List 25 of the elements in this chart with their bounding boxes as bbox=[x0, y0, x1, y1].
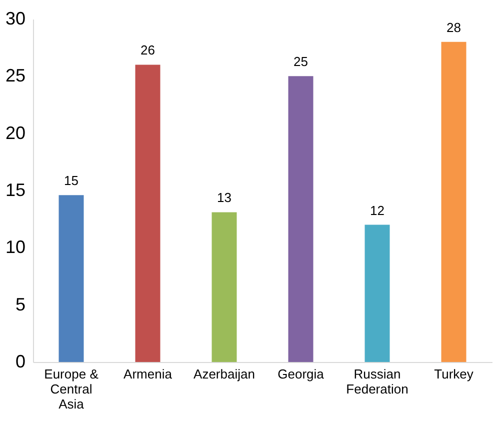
x-tick-label: Armenia bbox=[124, 366, 173, 382]
data-label: 13 bbox=[217, 190, 232, 206]
y-tick-label: 15 bbox=[5, 180, 26, 200]
bar bbox=[58, 195, 84, 362]
x-tick-label: Georgia bbox=[278, 366, 325, 382]
data-label: 12 bbox=[370, 202, 384, 218]
bar bbox=[441, 42, 466, 362]
y-tick-label: 30 bbox=[5, 8, 26, 28]
y-tick-label: 20 bbox=[5, 122, 26, 143]
x-tick-label: Turkey bbox=[434, 366, 474, 382]
bar bbox=[135, 64, 160, 362]
data-label: 28 bbox=[446, 20, 461, 35]
data-label: 26 bbox=[140, 42, 155, 58]
bar bbox=[364, 224, 390, 362]
data-label: 25 bbox=[294, 54, 308, 70]
bar bbox=[212, 212, 237, 362]
x-tick-label: Europe & Central Asia bbox=[44, 366, 99, 412]
y-tick-label: 5 bbox=[15, 294, 26, 314]
bar bbox=[288, 76, 314, 362]
y-tick-label: 10 bbox=[5, 237, 26, 258]
y-tick-label: 25 bbox=[5, 66, 26, 86]
data-label: 15 bbox=[64, 173, 78, 188]
y-tick-label: 0 bbox=[15, 352, 26, 372]
x-tick-label: Azerbaijan bbox=[194, 366, 255, 382]
x-tick-label: Russian Federation bbox=[346, 366, 408, 396]
